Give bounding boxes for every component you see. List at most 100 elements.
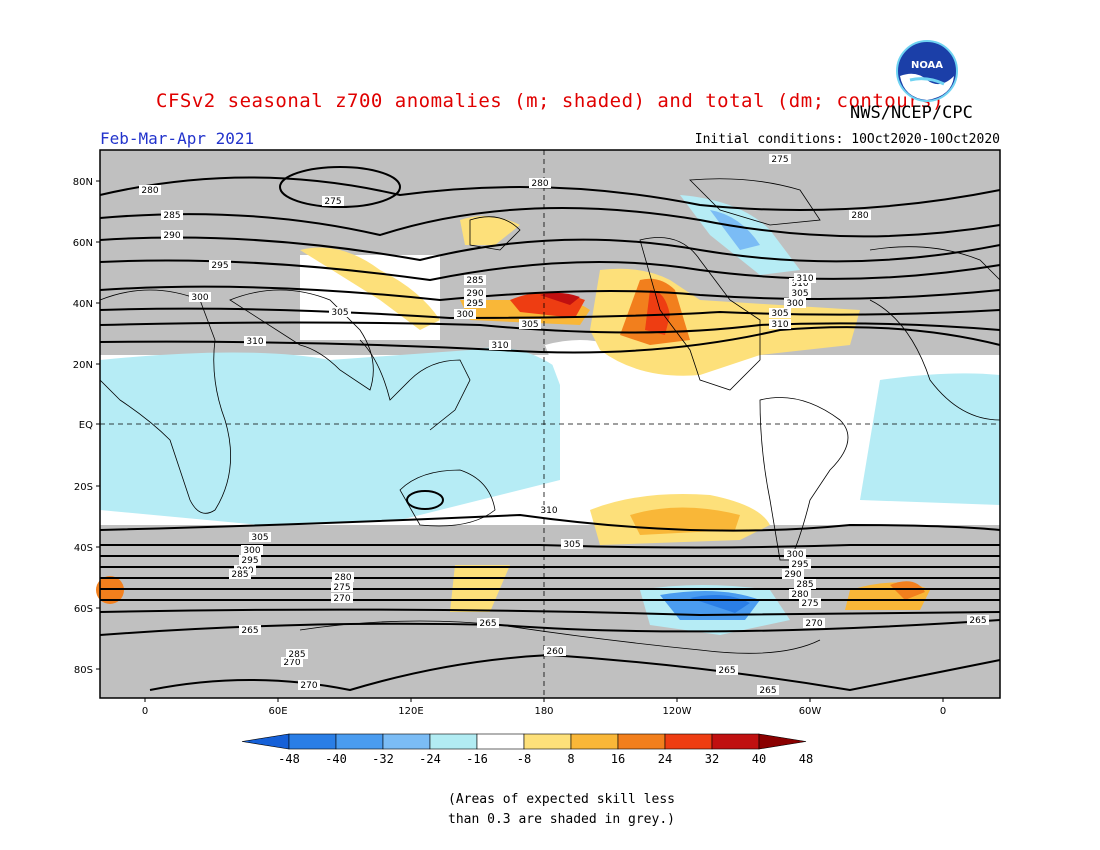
- colorbar-label: -32: [372, 752, 394, 766]
- colorbar-swatch: [523, 733, 572, 750]
- contour-label: 295: [241, 556, 258, 566]
- contour-label: 285: [466, 276, 483, 286]
- lon-label: 60W: [799, 706, 822, 717]
- contour-label-bg: [298, 680, 320, 690]
- contour-label-bg: [286, 649, 308, 659]
- contour-label: 300: [456, 310, 473, 320]
- contour-label-bg: [769, 154, 791, 164]
- reference-lines: [100, 150, 1000, 698]
- contour-label-bg: [544, 646, 566, 656]
- colorbar-label: -16: [466, 752, 488, 766]
- contour-label: 265: [718, 666, 735, 676]
- lat-label: 20N: [73, 360, 93, 371]
- contour-label: 300: [191, 293, 208, 303]
- contour-label: 305: [791, 289, 808, 299]
- contour-label-bg: [789, 559, 811, 569]
- contour-label-bg: [529, 178, 551, 188]
- contour-label: 260: [546, 647, 563, 657]
- colorbar-swatch: [429, 733, 478, 750]
- contour-label: 310: [491, 341, 508, 351]
- contour-label-bg: [519, 319, 541, 329]
- contour-label-bg: [331, 582, 353, 592]
- contour-label: 285: [796, 580, 813, 590]
- colorbar-label: -8: [517, 752, 531, 766]
- contour-label-bg: [757, 685, 779, 695]
- contour-label: 305: [251, 533, 268, 543]
- colorbar: -48 -40 -32 -24 -16 -8 8 16 24 32 40 48: [241, 733, 813, 766]
- contour-label-bg: [789, 589, 811, 599]
- contour-label: 290: [784, 570, 801, 580]
- contour-label: 265: [241, 626, 258, 636]
- colorbar-swatch: [664, 733, 713, 750]
- contour-label: 305: [563, 540, 580, 550]
- contour-label-bg: [489, 340, 511, 350]
- contour-label: 295: [466, 299, 483, 309]
- axis-ticks: [96, 180, 944, 702]
- contour-label: 280: [791, 590, 808, 600]
- colorbar-swatch: [335, 733, 384, 750]
- coastlines: [99, 178, 1001, 654]
- contour-label-bg: [794, 579, 816, 589]
- lon-label: 180: [534, 706, 553, 717]
- lat-label: 80N: [73, 177, 93, 188]
- contour-label-bg: [784, 549, 806, 559]
- colorbar-label: -48: [278, 752, 300, 766]
- colorbar-swatch: [476, 733, 525, 750]
- contour-label-bg: [161, 230, 183, 240]
- contour-label-bg: [249, 532, 271, 542]
- contour-label: 295: [791, 560, 808, 570]
- contour-label: 270: [333, 594, 350, 604]
- contour-label-bg: [239, 625, 261, 635]
- contour-label: 310: [796, 274, 813, 284]
- contour-label-bg: [332, 572, 354, 582]
- contour-label: 305: [331, 308, 348, 318]
- colorbar-label: 32: [705, 752, 719, 766]
- contour-label: 290: [163, 231, 180, 241]
- contour-label: 305: [771, 309, 788, 319]
- contour-label-bg: [322, 196, 344, 206]
- colorbar-label: -40: [325, 752, 347, 766]
- lat-label: 40N: [73, 299, 93, 310]
- contour-label-bg: [209, 260, 231, 270]
- contour-label: 285: [163, 211, 180, 221]
- lat-label: 80S: [74, 665, 93, 676]
- figure-title: CFSv2 seasonal z700 anomalies (m; shaded…: [156, 90, 944, 112]
- lon-label: 0: [940, 706, 946, 717]
- contour-label: 280: [851, 211, 868, 221]
- contour-label: 310: [540, 506, 557, 516]
- contour-label-bg: [782, 569, 804, 579]
- colorbar-label: 8: [567, 752, 574, 766]
- contour-label-bg: [241, 545, 263, 555]
- contour-label-bg: [538, 505, 560, 515]
- contour-label-bg: [789, 288, 811, 298]
- contour-label: 300: [786, 299, 803, 309]
- latitude-labels: 80N 60N 40N 20N EQ 20S 40S 60S 80S: [73, 177, 93, 676]
- contour-label-bg: [244, 336, 266, 346]
- colorbar-label: -24: [419, 752, 441, 766]
- contour-label: 290: [466, 289, 483, 299]
- contour-label-bg: [464, 288, 486, 298]
- lon-label: 120E: [398, 706, 423, 717]
- lon-label: 0: [142, 706, 148, 717]
- contour-label: 275: [333, 583, 350, 593]
- contour-label: 270: [283, 658, 300, 668]
- lat-label: 60N: [73, 238, 93, 249]
- contour-label-bg: [329, 307, 351, 317]
- colorbar-label: 48: [799, 752, 813, 766]
- contour-label-bg: [331, 593, 353, 603]
- contour-label-bg: [281, 657, 303, 667]
- contour-label: 280: [141, 186, 158, 196]
- lon-label: 60E: [268, 706, 287, 717]
- agency-label: NWS/NCEP/CPC: [850, 103, 973, 123]
- colorbar-swatch: [288, 733, 337, 750]
- colorbar-label: 40: [752, 752, 766, 766]
- lat-label: 40S: [74, 543, 93, 554]
- contour-label-bg: [803, 618, 825, 628]
- contour-label-bg: [561, 539, 583, 549]
- noaa-logo: NOAA: [896, 40, 958, 102]
- skill-note-line1: (Areas of expected skill less: [448, 792, 675, 807]
- colorbar-label: 24: [658, 752, 672, 766]
- lat-label: EQ: [79, 420, 93, 431]
